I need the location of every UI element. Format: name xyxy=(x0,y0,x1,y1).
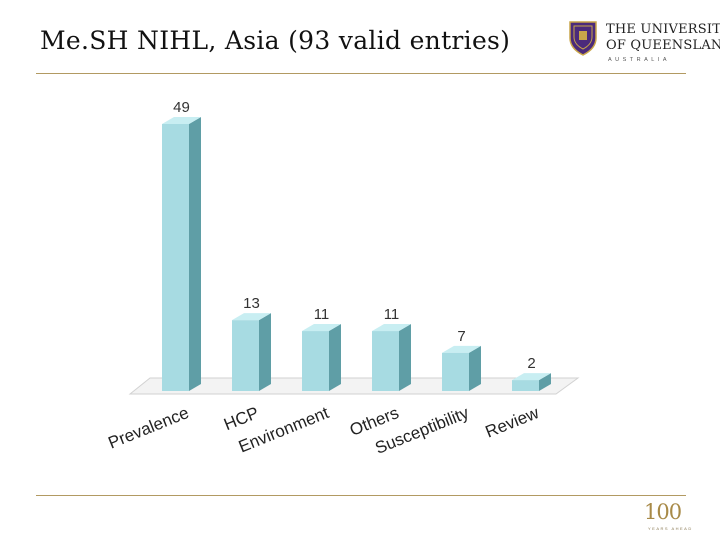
value-label-prevalence: 49 xyxy=(173,99,190,116)
bar-top xyxy=(302,324,341,332)
university-name-line2: OF QUEENSLAND xyxy=(606,38,720,53)
value-label-others: 11 xyxy=(384,306,400,323)
bar-front xyxy=(442,352,469,391)
category-label-hcp: HCP xyxy=(221,403,261,434)
chart-bars-layer xyxy=(162,117,551,391)
bar-side xyxy=(469,345,481,391)
bar-susceptibility xyxy=(442,345,481,391)
bar-side xyxy=(329,324,341,391)
bar-side xyxy=(399,324,411,391)
bar-side xyxy=(189,117,201,391)
university-crest-icon xyxy=(569,21,597,56)
bar-front xyxy=(232,320,259,391)
university-country: AUSTRALIA xyxy=(608,57,671,63)
category-label-review: Review xyxy=(483,403,542,442)
bar-review xyxy=(512,373,551,391)
bar-hcp xyxy=(232,313,271,391)
bar-environment xyxy=(302,324,341,391)
value-label-environment: 11 xyxy=(314,306,330,323)
centenary-number: 100 xyxy=(644,500,682,524)
bar-front xyxy=(512,380,539,391)
footer-divider xyxy=(36,495,686,496)
bar-top xyxy=(512,373,551,381)
bar-top xyxy=(232,313,271,321)
slide-title: Me.SH NIHL, Asia (93 valid entries) xyxy=(40,26,511,55)
university-logo: THE UNIVERSITY OF QUEENSLAND AUSTRALIA xyxy=(568,20,720,70)
bar-front xyxy=(302,331,329,391)
centenary-caption: YEARS AHEAD xyxy=(648,526,693,531)
bar-prevalence xyxy=(162,117,201,391)
value-label-review: 2 xyxy=(527,355,535,372)
bar-others xyxy=(372,324,411,391)
value-label-susceptibility: 7 xyxy=(457,328,465,345)
chart-value-labels-layer: 49 13 11 11 7 2 xyxy=(173,99,536,372)
bar-side xyxy=(539,373,551,391)
bar-front xyxy=(372,331,399,391)
centenary-badge: 100 YEARS AHEAD xyxy=(644,500,700,536)
title-divider xyxy=(36,73,686,74)
bar-front xyxy=(162,124,189,391)
bar-side xyxy=(259,313,271,391)
value-label-hcp: 13 xyxy=(243,295,260,312)
category-label-prevalence: Prevalence xyxy=(106,403,192,452)
university-name-line1: THE UNIVERSITY xyxy=(606,22,720,37)
bar-top xyxy=(162,117,201,124)
bar-top xyxy=(372,324,411,332)
bar-top xyxy=(442,345,481,353)
